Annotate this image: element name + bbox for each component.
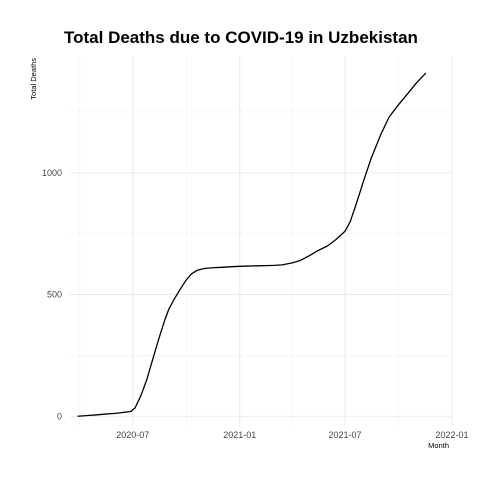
x-tick-label: 2021-01 (223, 430, 256, 440)
x-tick-label: 2021-07 (329, 430, 362, 440)
x-tick-label: 2022-01 (435, 430, 468, 440)
y-axis-ticks: 0 500 1000 (42, 168, 62, 421)
x-axis-ticks: 2020-07 2021-01 2021-07 2022-01 (116, 430, 468, 440)
x-axis-label: Month (428, 441, 449, 450)
y-axis-label: Total Deaths (29, 58, 38, 100)
y-tick-label: 500 (47, 290, 62, 300)
plot-grid (70, 56, 453, 426)
series-line-total-deaths (77, 72, 427, 417)
y-tick-label: 0 (57, 411, 62, 421)
series-layer (77, 72, 427, 417)
chart-title: Total Deaths due to COVID-19 in Uzbekist… (64, 28, 418, 47)
x-tick-label: 2020-07 (116, 430, 149, 440)
y-tick-label: 1000 (42, 168, 62, 178)
